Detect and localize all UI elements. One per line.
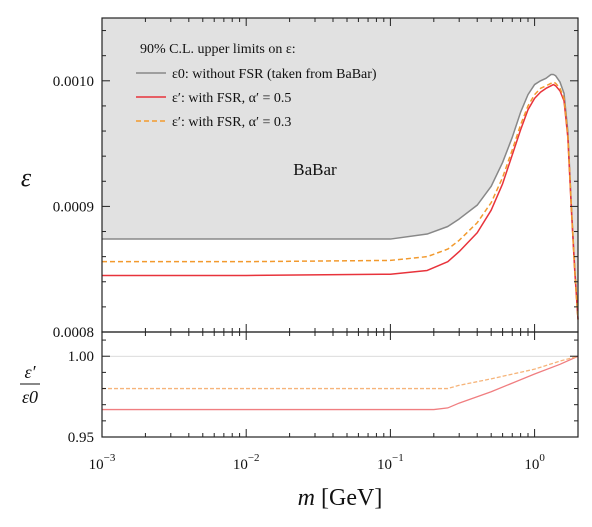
x-tick-exponent: −1 — [392, 452, 404, 464]
legend-label-2: ε′: with FSR, α′ = 0.3 — [172, 115, 291, 130]
x-tick-label: 100 — [524, 452, 545, 473]
bottom-axis-ticks: 0.951.0010−3 10−2 10−1 100 — [68, 332, 579, 473]
x-axis-label: m [GeV] — [298, 485, 383, 511]
bottom-series-line-0 — [102, 355, 579, 411]
y-tick-label: 0.95 — [68, 430, 94, 446]
x-tick-exponent: −2 — [248, 452, 260, 464]
bottom-panel: 0.951.0010−3 10−2 10−1 100 ε′ε0 m [GeV] — [20, 331, 579, 511]
x-label-unit: [GeV] — [321, 485, 382, 511]
top-panel: BaBar 0.0008 0.0009 0.0010 ε 90% C.L. uppe… — [21, 17, 579, 341]
top-series-group — [102, 73, 579, 320]
legend-entries: ε0: without FSR (taken from BaBar) ε′: wi… — [136, 67, 377, 130]
x-tick-base: 10 — [89, 457, 104, 473]
babar-region-label: BaBar — [293, 160, 337, 179]
bottom-y-axis-label: ε′ ε0 — [20, 362, 40, 407]
y-tick-label: 1.00 — [68, 349, 94, 365]
top-series-line-2 — [102, 81, 579, 320]
legend-title: 90% C.L. upper limits on ε: — [140, 42, 296, 57]
top-y-axis-label: ε — [21, 163, 32, 192]
x-tick-base: 10 — [524, 457, 539, 473]
y-tick-label: 0.0009 — [53, 199, 94, 215]
legend-label-1: ε′: with FSR, α′ = 0.5 — [172, 91, 291, 106]
bottom-series-group — [102, 355, 579, 411]
y-tick-label: 0.0010 — [53, 74, 94, 90]
x-tick-exponent: 0 — [539, 452, 545, 464]
x-label-variable: m — [298, 485, 321, 511]
bottom-series-line-1 — [102, 355, 579, 390]
bottom-plot-frame — [101, 331, 579, 438]
x-tick-base: 10 — [233, 457, 248, 473]
legend: 90% C.L. upper limits on ε: ε0: without … — [136, 42, 377, 130]
x-tick-exponent: −3 — [104, 452, 116, 464]
legend-label-0: ε0: without FSR (taken from BaBar) — [172, 67, 377, 82]
x-tick-label: 10−2 — [233, 452, 260, 473]
y-tick-label: 0.0008 — [53, 325, 94, 341]
x-tick-label: 10−1 — [377, 452, 404, 473]
x-tick-base: 10 — [377, 457, 392, 473]
ratio-numerator: ε′ — [24, 362, 36, 382]
top-axis-ticks: 0.0008 0.0009 0.0010 — [53, 18, 579, 341]
x-tick-label: 10−3 — [89, 452, 116, 473]
ratio-denominator: ε0 — [22, 387, 38, 407]
babar-excluded-region — [102, 18, 578, 320]
